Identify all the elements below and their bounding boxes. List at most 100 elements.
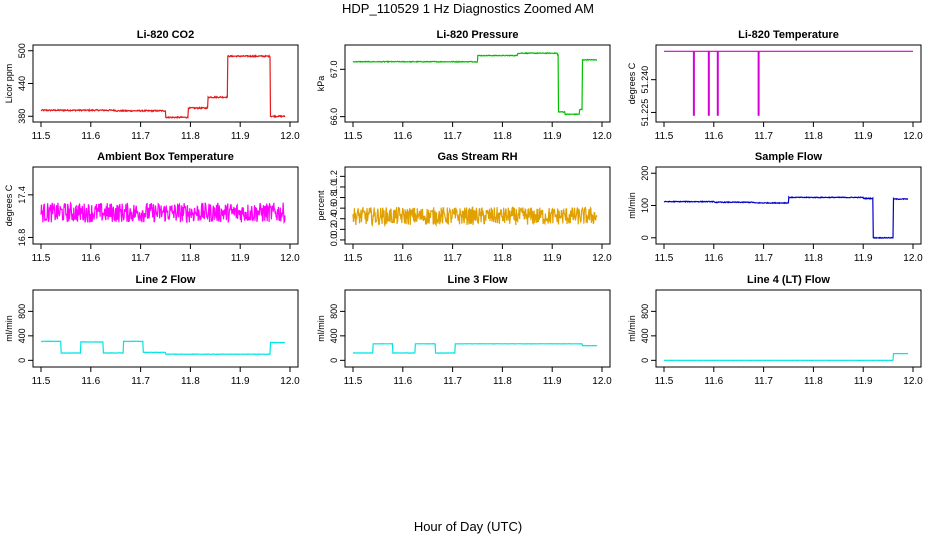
ambient-box-temperature-xtick-label: 11.9 xyxy=(231,253,250,264)
line-3-flow-frame xyxy=(344,289,611,368)
line-3-flow-xtick-label: 11.9 xyxy=(543,376,562,387)
line-2-flow-panel: Line 2 Flow 11.5 11.6 11.7 11.8 11.9 12.0 0 400 8… xyxy=(4,274,300,387)
gas-stream-rh-xtick-label: 11.9 xyxy=(543,253,562,264)
li820-temperature-frame xyxy=(655,44,922,123)
line-2-flow-ytick-label: 800 xyxy=(17,304,27,319)
gas-stream-rh-ytick-label: 0.0 xyxy=(329,234,339,247)
gas-stream-rh-xtick-label: 11.7 xyxy=(443,253,462,264)
gas-stream-rh-frame xyxy=(344,166,611,245)
li820-co2-ytick-label: 380 xyxy=(17,109,27,124)
line-3-flow-xtick-label: 11.6 xyxy=(393,376,412,387)
gas-stream-rh-title: Gas Stream RH xyxy=(437,151,517,163)
line-4-lt-flow-ytick-label: 800 xyxy=(640,304,650,319)
li820-pressure-ylabel: kPa xyxy=(316,76,326,92)
line-2-flow-xtick-label: 11.9 xyxy=(231,376,250,387)
li820-co2-ytick-label: 440 xyxy=(17,76,27,91)
li820-pressure-xtick-label: 11.7 xyxy=(443,131,462,142)
li820-pressure-xtick-label: 11.6 xyxy=(393,131,412,142)
sample-flow-xtick-label: 11.8 xyxy=(804,253,823,264)
line-2-flow-ylabel: ml/min xyxy=(4,315,14,342)
li820-pressure-series-line xyxy=(352,51,597,116)
gas-stream-rh-xtick-label: 11.6 xyxy=(393,253,412,264)
li820-co2-ytick-label: 500 xyxy=(17,43,27,58)
li820-co2-xtick-label: 11.6 xyxy=(81,131,100,142)
gas-stream-rh-ytick-label: 0.6 xyxy=(329,202,339,215)
ambient-box-temperature-series-line xyxy=(40,201,286,225)
li820-co2-series-line xyxy=(40,54,286,120)
line-2-flow-ytick-label: 0 xyxy=(17,358,27,363)
sample-flow-xtick-label: 11.9 xyxy=(854,253,873,264)
gas-stream-rh-xtick-label: 11.8 xyxy=(493,253,512,264)
sample-flow-xtick-label: 11.7 xyxy=(754,253,773,264)
li820-pressure-xtick-label: 11.5 xyxy=(344,131,363,142)
line-4-lt-flow-xtick-label: 11.8 xyxy=(804,376,823,387)
sample-flow-ylabel: ml/min xyxy=(627,192,637,219)
line-4-lt-flow-panel: Line 4 (LT) Flow 11.5 11.6 11.7 11.8 11.9 12.0… xyxy=(627,274,923,387)
li820-co2-panel: Li-820 CO2 11.5 11.6 11.7 11.8 11.9 12.0 380 440… xyxy=(4,29,300,142)
line-2-flow-ytick-label: 400 xyxy=(17,328,27,343)
li820-co2-ylabel: Licor ppm xyxy=(4,64,14,104)
line-4-lt-flow-ylabel: ml/min xyxy=(627,315,637,342)
line-3-flow-ylabel: ml/min xyxy=(316,315,326,342)
sample-flow-frame xyxy=(655,166,922,245)
line-3-flow-title: Line 3 Flow xyxy=(448,274,508,286)
gas-stream-rh-xtick-label: 11.5 xyxy=(344,253,363,264)
ambient-box-temperature-ytick-label: 16.8 xyxy=(17,229,27,247)
li820-temperature-ylabel: degrees C xyxy=(627,62,637,104)
li820-temperature-xtick-label: 11.8 xyxy=(804,131,823,142)
line-2-flow-xtick-label: 11.5 xyxy=(32,376,51,387)
gas-stream-rh-series-line xyxy=(352,205,598,228)
li820-temperature-xtick-label: 11.6 xyxy=(704,131,723,142)
li820-pressure-title: Li-820 Pressure xyxy=(437,29,519,41)
li820-co2-xtick-label: 11.9 xyxy=(231,131,250,142)
line-3-flow-xtick-label: 11.7 xyxy=(443,376,462,387)
sample-flow-ytick-label: 100 xyxy=(640,198,650,213)
gas-stream-rh-ytick-label: 0.4 xyxy=(329,212,339,225)
line-2-flow-title: Line 2 Flow xyxy=(136,274,196,286)
li820-pressure-panel: Li-820 Pressure 11.5 11.6 11.7 11.8 11.9 12.0 6… xyxy=(316,29,612,142)
ambient-box-temperature-xtick-label: 11.5 xyxy=(32,253,51,264)
li820-co2-xtick-label: 11.7 xyxy=(131,131,150,142)
ambient-box-temperature-ylabel: degrees C xyxy=(4,184,14,226)
sample-flow-xtick-label: 12.0 xyxy=(903,253,923,264)
li820-pressure-ytick-label: 67.0 xyxy=(329,61,339,79)
gas-stream-rh-ytick-label: 1.2 xyxy=(329,170,339,183)
sample-flow-ytick-label: 200 xyxy=(640,166,650,181)
line-4-lt-flow-xtick-label: 11.9 xyxy=(854,376,873,387)
line-4-lt-flow-frame xyxy=(655,289,922,368)
line-3-flow-series-line xyxy=(352,342,598,354)
li820-temperature-ytick-label: 51.225 xyxy=(640,99,650,127)
sample-flow-panel: Sample Flow 11.5 11.6 11.7 11.8 11.9 12.0 0 100 2… xyxy=(627,151,923,264)
gas-stream-rh-ylabel: percent xyxy=(316,190,326,221)
ambient-box-temperature-title: Ambient Box Temperature xyxy=(97,151,234,163)
line-3-flow-panel: Line 3 Flow 11.5 11.6 11.7 11.8 11.9 12.0 0 400 8… xyxy=(316,274,612,387)
line-4-lt-flow-xtick-label: 11.6 xyxy=(704,376,723,387)
line-2-flow-xtick-label: 11.8 xyxy=(181,376,200,387)
x-axis-title: Hour of Day (UTC) xyxy=(413,519,523,534)
li820-co2-xtick-label: 12.0 xyxy=(280,131,300,142)
line-4-lt-flow-ytick-label: 0 xyxy=(640,358,650,363)
line-3-flow-ytick-label: 0 xyxy=(329,358,339,363)
ambient-box-temperature-xtick-label: 11.7 xyxy=(131,253,150,264)
line-4-lt-flow-title: Line 4 (LT) Flow xyxy=(747,274,830,286)
ambient-box-temperature-xtick-label: 11.6 xyxy=(81,253,100,264)
li820-temperature-panel: Li-820 Temperature 11.5 11.6 11.7 11.8 11.9 12… xyxy=(627,29,923,142)
line-4-lt-flow-xtick-label: 11.7 xyxy=(754,376,773,387)
line-4-lt-flow-xtick-label: 12.0 xyxy=(903,376,923,387)
li820-temperature-title: Li-820 Temperature xyxy=(738,29,839,41)
sample-flow-xtick-label: 11.5 xyxy=(655,253,674,264)
sample-flow-series-line xyxy=(663,195,909,240)
sample-flow-ytick-label: 0 xyxy=(640,235,650,240)
line-3-flow-ytick-label: 800 xyxy=(329,304,339,319)
line-2-flow-frame xyxy=(32,289,299,368)
li820-pressure-frame xyxy=(344,44,611,123)
ambient-box-temperature-xtick-label: 12.0 xyxy=(280,253,300,264)
gas-stream-rh-panel: Gas Stream RH 11.5 11.6 11.7 11.8 11.9 12.0 0.0… xyxy=(316,151,612,264)
li820-pressure-xtick-label: 11.9 xyxy=(543,131,562,142)
li820-co2-xtick-label: 11.5 xyxy=(32,131,51,142)
sample-flow-title: Sample Flow xyxy=(755,151,823,163)
line-4-lt-flow-series-line xyxy=(664,352,908,362)
gas-stream-rh-xtick-label: 12.0 xyxy=(592,253,612,264)
line-2-flow-xtick-label: 11.7 xyxy=(131,376,150,387)
